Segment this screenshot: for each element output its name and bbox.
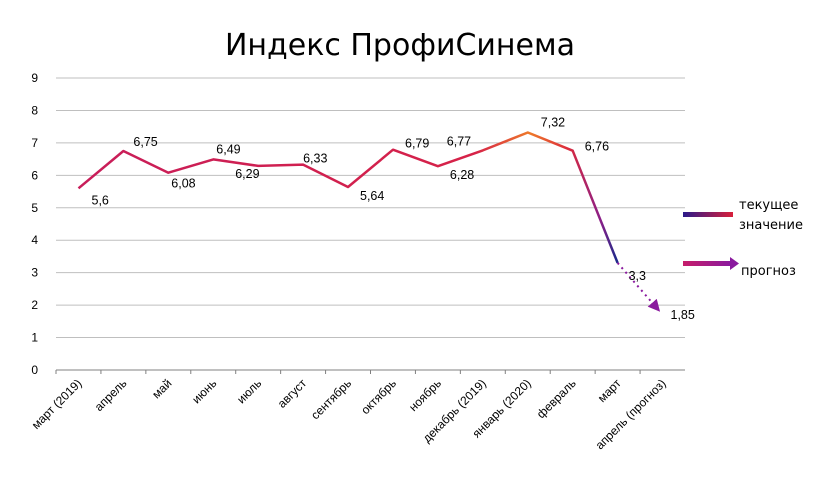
x-tick-label: март [595,376,624,405]
y-tick-label: 0 [31,363,38,377]
y-tick-label: 9 [31,71,38,85]
legend-item-current: текущее значение [683,198,803,233]
x-tick-label: ноябрь [406,376,444,414]
y-tick-label: 6 [31,168,38,182]
legend-label-forecast: прогноз [741,264,796,279]
x-tick-label: апрель [92,376,130,414]
series-line-current [77,131,619,264]
y-tick-label: 5 [31,201,38,215]
legend-label-current-2: значение [739,218,803,233]
legend-arrow-forecast [730,257,739,270]
x-tick-label: август [275,376,310,411]
x-axis-ticks: март (2019) апрель май июнь июль августсентяб… [29,370,669,452]
y-tick-label: 8 [31,103,38,117]
legend: текущее значение прогноз [683,198,803,279]
legend-swatch-current [683,212,733,217]
data-labels: 5,6 6,75 6,08 6,49 6,29 6,33 5,64 6,79 6,28 6,77 7… [92,116,695,323]
x-tick-label: март (2019) [29,376,85,432]
data-label-current: 6,49 [216,142,240,156]
y-tick-label: 3 [31,266,38,280]
data-label-current: 6,76 [585,140,609,154]
data-label-current: 5,6 [92,193,109,207]
gridlines [56,77,685,339]
data-label-current: 6,77 [447,134,471,148]
data-label-current: 3,3 [629,269,646,283]
series-lines [77,131,661,312]
data-label-current: 7,32 [541,116,565,130]
y-tick-label: 1 [31,331,38,345]
x-tick-label: февраль [534,376,579,421]
data-label-current: 6,33 [303,152,327,166]
y-tick-label: 2 [31,298,38,312]
y-tick-label: 4 [31,233,38,247]
legend-swatch-forecast [683,261,731,266]
data-label-forecast: 1,85 [671,308,695,322]
legend-item-forecast: прогноз [683,257,796,279]
data-label-current: 6,08 [171,177,195,191]
x-tick-label: октябрь [358,376,399,417]
legend-label-current-1: текущее [739,198,798,213]
x-tick-label: июнь [189,376,219,406]
x-tick-label: май [149,376,174,401]
data-label-current: 6,29 [235,167,259,181]
data-label-current: 6,28 [450,168,474,182]
data-label-current: 6,79 [405,137,429,151]
chart-title: Индекс ПрофиСинема [225,28,575,63]
data-label-current: 6,75 [133,135,157,149]
y-axis-ticks: 0 1 2 3 4 5 6 7 8 9 [31,71,38,377]
x-tick-label: июль [234,376,264,406]
x-tick-label: сентябрь [308,376,354,422]
series-line-forecast [616,262,661,312]
data-label-current: 5,64 [360,189,384,203]
y-tick-label: 7 [31,136,38,150]
